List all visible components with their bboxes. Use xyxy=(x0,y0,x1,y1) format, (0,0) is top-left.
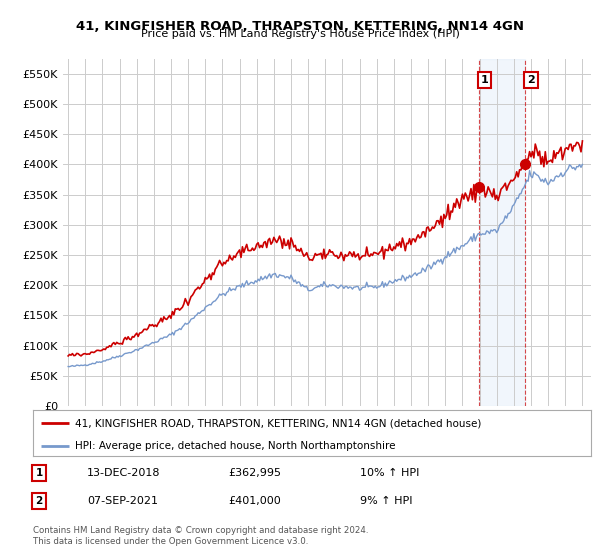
Text: HPI: Average price, detached house, North Northamptonshire: HPI: Average price, detached house, Nort… xyxy=(75,441,395,451)
Text: 2: 2 xyxy=(527,75,535,85)
Text: 41, KINGFISHER ROAD, THRAPSTON, KETTERING, NN14 4GN: 41, KINGFISHER ROAD, THRAPSTON, KETTERIN… xyxy=(76,20,524,32)
Text: 13-DEC-2018: 13-DEC-2018 xyxy=(87,468,161,478)
Text: £362,995: £362,995 xyxy=(228,468,281,478)
Text: £401,000: £401,000 xyxy=(228,496,281,506)
Text: 9% ↑ HPI: 9% ↑ HPI xyxy=(360,496,413,506)
Text: 1: 1 xyxy=(35,468,43,478)
Text: 41, KINGFISHER ROAD, THRAPSTON, KETTERING, NN14 4GN (detached house): 41, KINGFISHER ROAD, THRAPSTON, KETTERIN… xyxy=(75,418,481,428)
Text: 07-SEP-2021: 07-SEP-2021 xyxy=(87,496,158,506)
Text: 10% ↑ HPI: 10% ↑ HPI xyxy=(360,468,419,478)
Text: Price paid vs. HM Land Registry's House Price Index (HPI): Price paid vs. HM Land Registry's House … xyxy=(140,29,460,39)
Bar xyxy=(479,59,526,406)
Text: 1: 1 xyxy=(481,75,488,85)
Text: 2: 2 xyxy=(35,496,43,506)
Text: Contains HM Land Registry data © Crown copyright and database right 2024.
This d: Contains HM Land Registry data © Crown c… xyxy=(33,526,368,546)
